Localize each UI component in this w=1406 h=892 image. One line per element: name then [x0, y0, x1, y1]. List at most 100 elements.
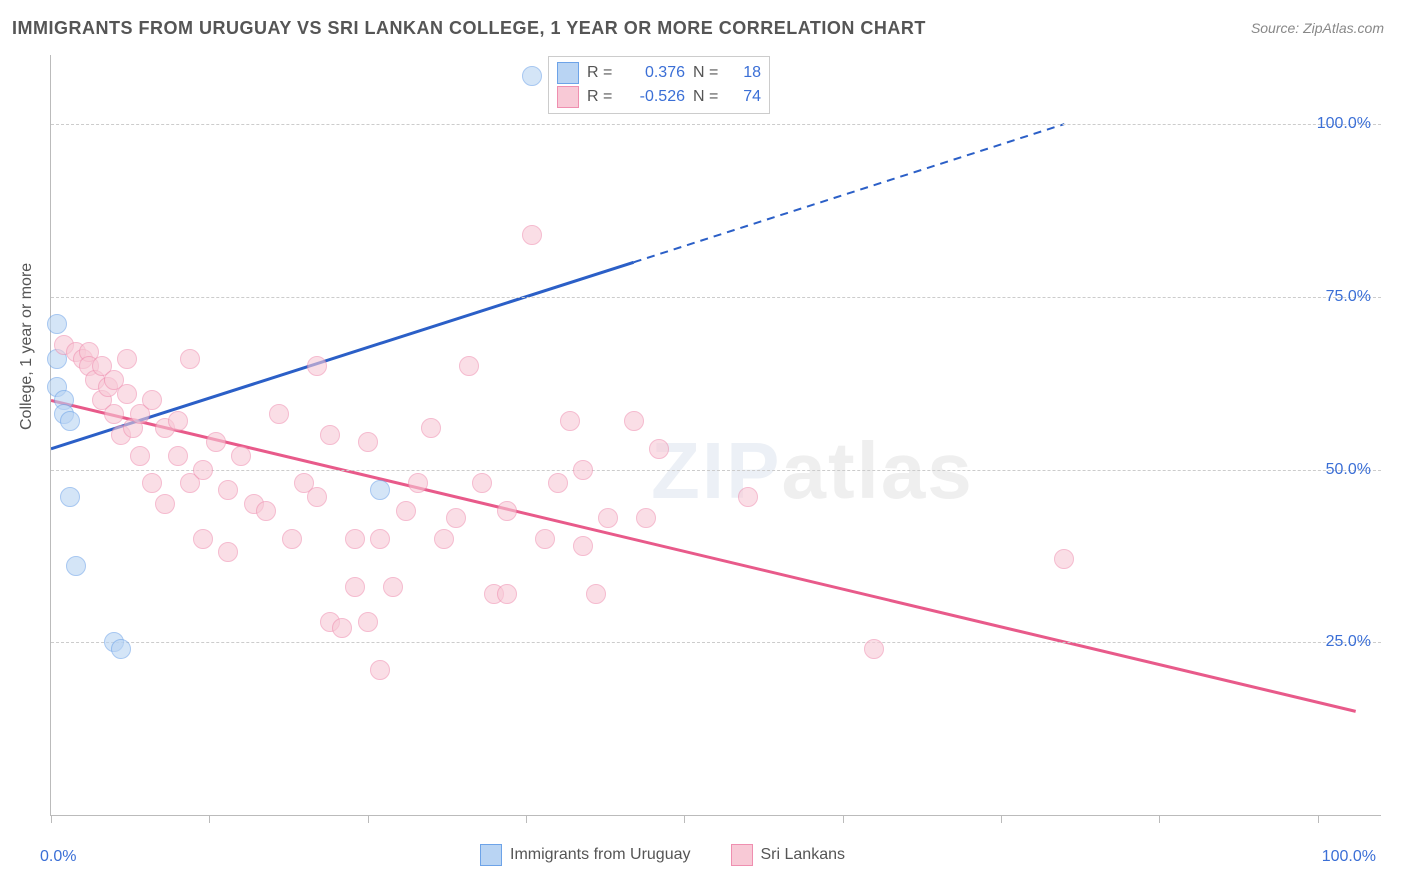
legend-swatch-2 [731, 844, 753, 866]
r-value-2: -0.526 [625, 85, 685, 109]
x-tick-mark [51, 815, 52, 823]
y-tick-label: 25.0% [1326, 633, 1371, 651]
point-srilankan [231, 446, 251, 466]
point-srilankan [1054, 549, 1074, 569]
n-value-2: 74 [731, 85, 761, 109]
point-srilankan [256, 501, 276, 521]
point-srilankan [193, 529, 213, 549]
y-tick-label: 100.0% [1317, 115, 1371, 133]
point-srilankan [636, 508, 656, 528]
point-srilankan [104, 404, 124, 424]
chart-plot-area: ZIPatlas 25.0% 50.0% 75.0% 100.0% [50, 55, 1381, 816]
trend-lines [51, 55, 1381, 815]
point-srilankan [383, 577, 403, 597]
x-tick-0: 0.0% [40, 848, 76, 866]
point-srilankan [573, 460, 593, 480]
point-srilankan [421, 418, 441, 438]
chart-title: IMMIGRANTS FROM URUGUAY VS SRI LANKAN CO… [12, 18, 926, 39]
swatch-series1 [557, 62, 579, 84]
point-srilankan [180, 349, 200, 369]
point-srilankan [193, 460, 213, 480]
point-srilankan [117, 349, 137, 369]
point-srilankan [522, 225, 542, 245]
x-tick-mark [843, 815, 844, 823]
point-srilankan [218, 480, 238, 500]
point-srilankan [446, 508, 466, 528]
r-label-1: R = [587, 61, 617, 85]
point-srilankan [434, 529, 454, 549]
swatch-series2 [557, 86, 579, 108]
gridline-h [51, 297, 1381, 298]
point-srilankan [560, 411, 580, 431]
n-value-1: 18 [731, 61, 761, 85]
x-tick-mark [1001, 815, 1002, 823]
point-srilankan [573, 536, 593, 556]
point-srilankan [586, 584, 606, 604]
point-srilankan [142, 473, 162, 493]
correlation-stats-box: R = 0.376 N = 18 R = -0.526 N = 74 [548, 56, 770, 114]
point-srilankan [282, 529, 302, 549]
point-srilankan [548, 473, 568, 493]
point-srilankan [307, 487, 327, 507]
point-srilankan [497, 501, 517, 521]
point-srilankan [624, 411, 644, 431]
point-srilankan [345, 577, 365, 597]
point-uruguay [370, 480, 390, 500]
point-uruguay [60, 411, 80, 431]
point-srilankan [396, 501, 416, 521]
point-srilankan [358, 612, 378, 632]
point-srilankan [218, 542, 238, 562]
point-srilankan [459, 356, 479, 376]
source-attribution: Source: ZipAtlas.com [1251, 20, 1384, 36]
point-srilankan [320, 425, 340, 445]
y-tick-label: 75.0% [1326, 288, 1371, 306]
point-srilankan [535, 529, 555, 549]
watermark: ZIPatlas [651, 425, 974, 517]
n-label-2: N = [693, 85, 723, 109]
point-srilankan [497, 584, 517, 604]
r-value-1: 0.376 [625, 61, 685, 85]
legend-swatch-1 [480, 844, 502, 866]
x-tick-mark [1318, 815, 1319, 823]
point-srilankan [168, 446, 188, 466]
point-srilankan [738, 487, 758, 507]
x-tick-mark [1159, 815, 1160, 823]
point-srilankan [358, 432, 378, 452]
stats-row-series2: R = -0.526 N = 74 [557, 85, 761, 109]
gridline-h [51, 642, 1381, 643]
point-uruguay [66, 556, 86, 576]
point-srilankan [345, 529, 365, 549]
x-tick-mark [684, 815, 685, 823]
x-tick-mark [526, 815, 527, 823]
stats-row-series1: R = 0.376 N = 18 [557, 61, 761, 85]
y-tick-label: 50.0% [1326, 461, 1371, 479]
point-srilankan [269, 404, 289, 424]
point-srilankan [142, 390, 162, 410]
point-uruguay [60, 487, 80, 507]
point-srilankan [649, 439, 669, 459]
legend-item-2: Sri Lankans [731, 844, 846, 866]
gridline-h [51, 124, 1381, 125]
point-uruguay [111, 639, 131, 659]
point-srilankan [370, 660, 390, 680]
legend-label-2: Sri Lankans [761, 846, 846, 864]
n-label-1: N = [693, 61, 723, 85]
point-srilankan [307, 356, 327, 376]
legend: Immigrants from Uruguay Sri Lankans [480, 844, 845, 866]
x-tick-mark [368, 815, 369, 823]
point-uruguay [47, 314, 67, 334]
point-srilankan [117, 384, 137, 404]
point-srilankan [408, 473, 428, 493]
point-srilankan [206, 432, 226, 452]
point-srilankan [155, 494, 175, 514]
x-tick-100: 100.0% [1322, 848, 1376, 866]
legend-item-1: Immigrants from Uruguay [480, 844, 691, 866]
point-srilankan [472, 473, 492, 493]
x-tick-mark [209, 815, 210, 823]
y-axis-label: College, 1 year or more [18, 263, 36, 430]
point-srilankan [370, 529, 390, 549]
point-srilankan [598, 508, 618, 528]
r-label-2: R = [587, 85, 617, 109]
point-srilankan [168, 411, 188, 431]
legend-label-1: Immigrants from Uruguay [510, 846, 691, 864]
